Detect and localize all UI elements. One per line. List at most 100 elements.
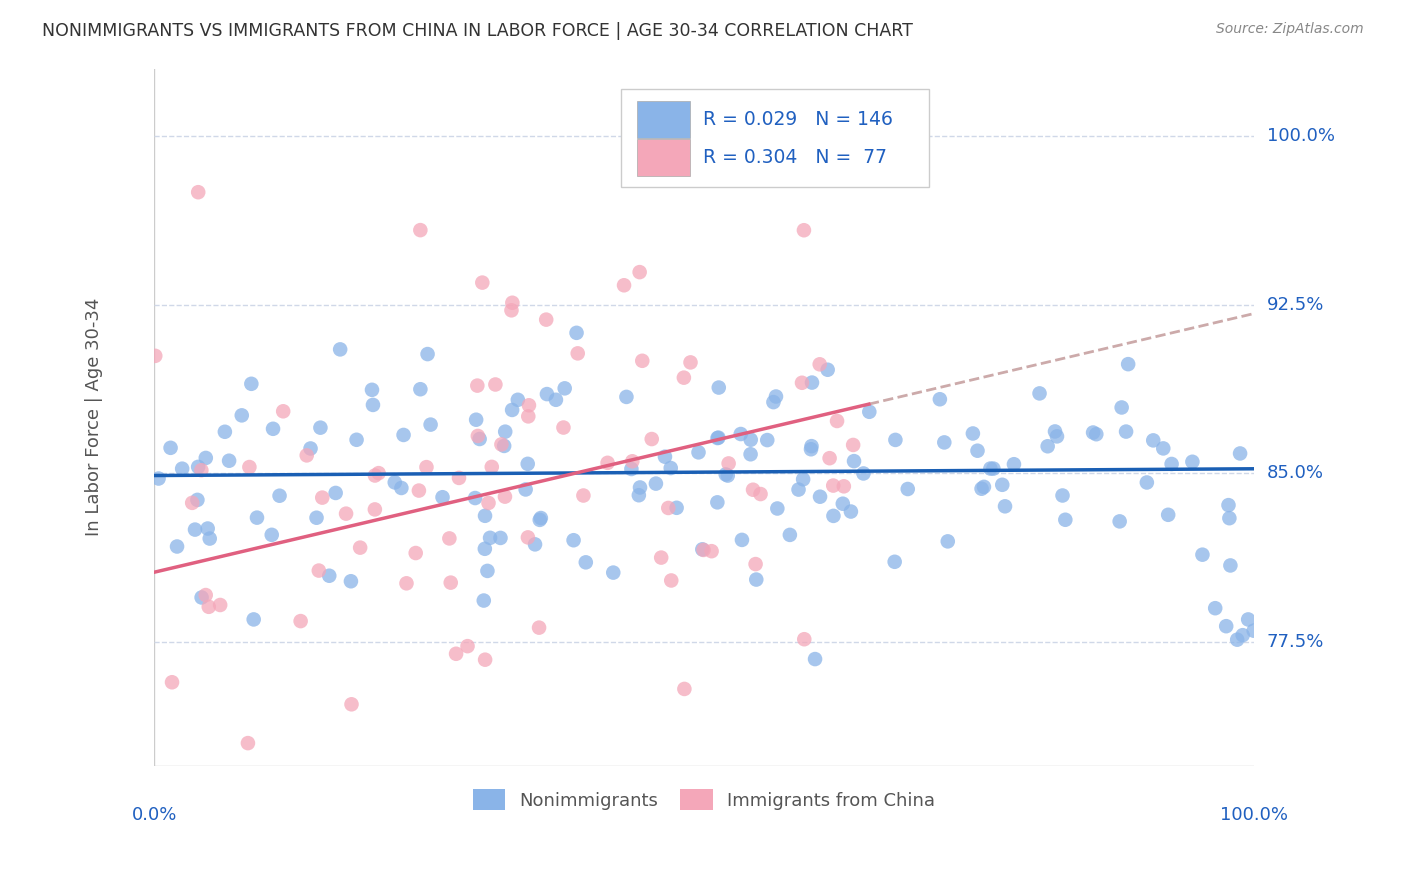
Point [613,278,636,293]
Text: 100.0%: 100.0% [1219,806,1288,824]
Point [787,483,810,497]
Point [269,489,291,503]
Point [793,632,815,647]
Point [818,451,841,466]
FancyBboxPatch shape [621,89,929,187]
Point [536,387,558,401]
Point [194,588,217,602]
Point [477,496,499,510]
Point [295,449,318,463]
Point [340,574,363,589]
Point [190,591,212,605]
Text: R = 0.029   N = 146: R = 0.029 N = 146 [703,110,893,129]
Point [742,483,765,497]
Text: In Labor Force | Age 30-34: In Labor Force | Age 30-34 [84,298,103,536]
Point [464,491,486,505]
Point [299,442,322,456]
Point [756,433,779,447]
Point [187,185,209,199]
Point [325,486,347,500]
Point [790,376,813,390]
Point [544,392,567,407]
Point [1028,386,1050,401]
FancyBboxPatch shape [637,101,690,138]
Point [553,420,575,434]
Text: 85.0%: 85.0% [1267,464,1324,483]
Point [148,471,170,485]
Point [1152,442,1174,456]
Point [831,497,853,511]
Point [209,598,232,612]
Point [467,429,489,443]
Point [1046,429,1069,443]
Point [779,528,801,542]
Point [1181,455,1204,469]
Point [962,426,984,441]
Point [515,483,537,497]
Point [839,504,862,518]
Point [231,409,253,423]
Point [335,507,357,521]
Point [349,541,371,555]
Point [1002,457,1025,471]
Point [364,502,387,516]
Point [242,612,264,626]
Point [665,500,688,515]
Point [628,480,651,494]
Point [1108,515,1130,529]
Point [172,461,194,475]
Point [602,566,624,580]
Point [1085,427,1108,442]
Point [706,431,728,445]
Text: 0.0%: 0.0% [132,806,177,824]
Point [364,468,387,483]
Point [842,438,865,452]
Point [1191,548,1213,562]
Point [1115,425,1137,439]
Point [1218,498,1240,512]
Point [346,433,368,447]
Point [616,390,638,404]
Point [620,462,643,476]
Point [575,555,598,569]
Point [361,398,384,412]
Point [143,349,166,363]
Point [238,460,260,475]
Text: 100.0%: 100.0% [1267,127,1334,145]
Point [766,501,789,516]
Point [572,489,595,503]
Point [494,490,516,504]
Point [419,417,441,432]
Point [367,466,389,480]
Point [554,381,576,395]
Point [858,405,880,419]
Point [409,223,432,237]
Point [1219,558,1241,573]
Legend: Nonimmigrants, Immigrants from China: Nonimmigrants, Immigrants from China [464,780,945,820]
Point [181,496,204,510]
Point [679,355,702,369]
Point [884,433,907,447]
Point [477,564,499,578]
Point [731,533,754,547]
Point [534,312,557,326]
Point [688,445,710,459]
Point [432,490,454,504]
Point [474,653,496,667]
Point [501,295,523,310]
Point [659,574,682,588]
Point [271,404,294,418]
Point [792,472,814,486]
Point [801,376,824,390]
Point [627,488,650,502]
Point [329,343,352,357]
Point [692,543,714,558]
Point [494,425,516,439]
Point [706,495,728,509]
Point [187,459,209,474]
Point [309,420,332,434]
Point [474,541,496,556]
Point [852,467,875,481]
Point [527,621,550,635]
Point [1229,446,1251,460]
